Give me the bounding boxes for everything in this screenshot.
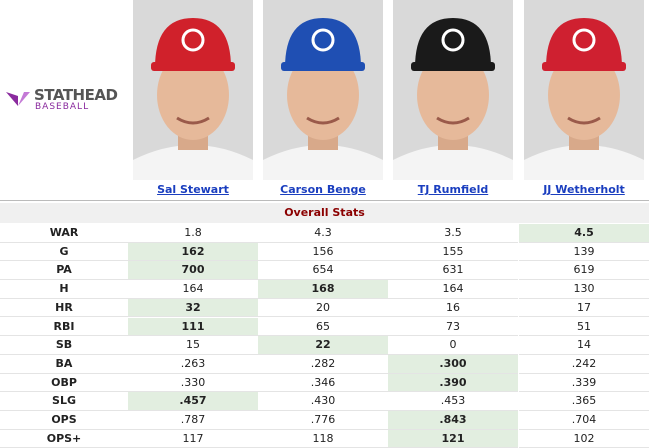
stat-value: .339 [519, 374, 649, 393]
stat-value: .300 [388, 354, 518, 374]
stat-value: 631 [388, 261, 518, 281]
stat-value: 4.3 [258, 224, 388, 243]
stat-value: 15 [128, 336, 258, 355]
divider [0, 200, 649, 201]
stat-value: 0 [388, 336, 518, 355]
stat-label: HR [0, 299, 128, 318]
stat-value: .282 [258, 355, 388, 374]
stat-value: 102 [519, 430, 649, 448]
stat-value: 700 [128, 261, 258, 281]
stat-label: SB [0, 336, 128, 355]
stat-label: OPS [0, 411, 128, 430]
stat-value: .704 [519, 411, 649, 430]
stat-value: 130 [519, 280, 649, 299]
stat-label: BA [0, 355, 128, 374]
player-photo [524, 0, 644, 180]
stat-value: 162 [128, 242, 258, 262]
stat-value: 3.5 [388, 224, 518, 243]
stat-value: 51 [519, 318, 649, 337]
player-photo [133, 0, 253, 180]
stat-label: SLG [0, 392, 128, 411]
stat-value: 32 [128, 298, 258, 318]
stat-label: G [0, 243, 128, 262]
stat-value: 117 [128, 430, 258, 448]
stat-value: .365 [519, 392, 649, 411]
stat-value: .776 [258, 411, 388, 430]
stat-value: 1.8 [128, 224, 258, 243]
stat-value: .346 [258, 374, 388, 393]
stat-value: .242 [519, 355, 649, 374]
player-name[interactable]: Carson Benge [280, 183, 366, 196]
stat-value: 14 [519, 336, 649, 355]
stat-label: OPS+ [0, 430, 128, 448]
stat-value: .787 [128, 411, 258, 430]
logo-sub: BASEBALL [35, 102, 90, 112]
player-name[interactable]: TJ Rumfield [417, 183, 489, 196]
stat-value: 16 [388, 299, 518, 318]
stat-value: .843 [388, 411, 518, 430]
stat-value: 111 [128, 317, 258, 337]
player-photo [263, 0, 383, 180]
stat-value: .390 [388, 373, 518, 393]
stat-value: .457 [128, 392, 258, 411]
stat-value: 156 [258, 243, 388, 262]
stat-value: 155 [388, 243, 518, 262]
player-photo [393, 0, 513, 180]
logo-icon [6, 92, 30, 106]
player-name[interactable]: Sal Stewart [157, 183, 229, 196]
stat-value: .263 [128, 355, 258, 374]
stat-value: 168 [258, 280, 388, 299]
stat-value: .430 [258, 392, 388, 411]
stat-value: 65 [258, 318, 388, 337]
stat-label: PA [0, 261, 128, 281]
stat-label: OBP [0, 374, 128, 393]
section-header: Overall Stats [0, 203, 649, 223]
logo-name: STATHEAD [34, 86, 118, 104]
stat-value: 139 [519, 243, 649, 262]
player-name[interactable]: JJ Wetherholt [543, 183, 625, 196]
stat-value: .330 [128, 374, 258, 393]
stat-value: 118 [258, 430, 388, 448]
stat-value: 164 [388, 280, 518, 299]
stat-value: 654 [258, 261, 388, 281]
stat-value: 20 [258, 299, 388, 318]
stat-value: 121 [388, 429, 518, 448]
stat-value: 164 [128, 280, 258, 299]
stat-value: 17 [519, 299, 649, 318]
stat-value: 73 [388, 318, 518, 337]
stat-value: 22 [258, 336, 388, 355]
stat-value: .453 [388, 392, 518, 411]
stat-label: H [0, 280, 128, 299]
stat-value: 4.5 [519, 224, 649, 243]
stat-label: RBI [0, 318, 128, 337]
stat-value: 619 [519, 261, 649, 281]
stat-label: WAR [0, 224, 128, 243]
